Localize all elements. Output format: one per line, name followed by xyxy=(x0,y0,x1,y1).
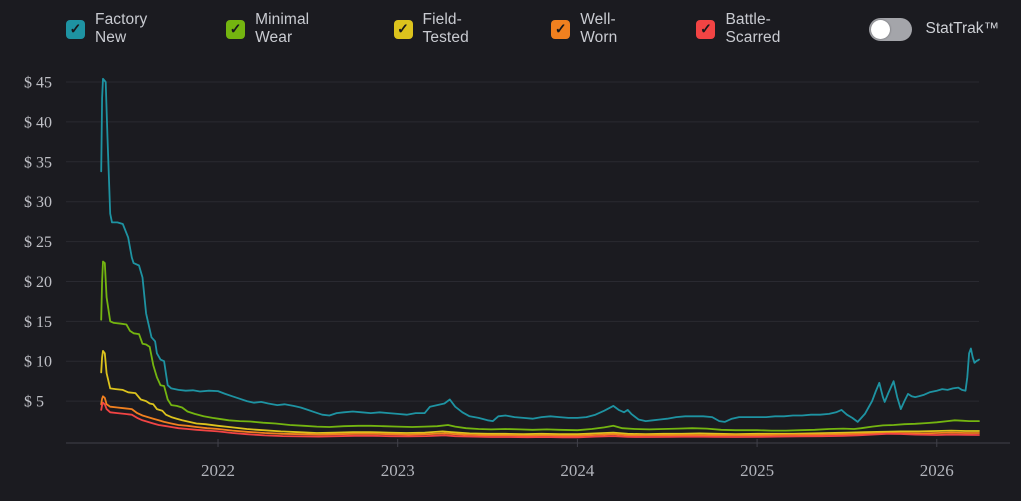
y-axis-tick-label: $ 20 xyxy=(24,274,52,291)
x-axis-tick-label: 2026 xyxy=(920,461,954,480)
check-icon: ✓ xyxy=(554,20,567,37)
series-line-factory-new xyxy=(100,77,980,423)
x-axis-tick-label: 2025 xyxy=(740,461,774,480)
legend-label: Minimal Wear xyxy=(255,11,310,46)
y-axis-tick-label: $ 40 xyxy=(24,114,52,131)
series-line-battle-scarred xyxy=(100,401,980,439)
legend-item-minimal-wear[interactable]: ✓ Minimal Wear xyxy=(226,11,346,47)
series-line-well-worn xyxy=(100,395,980,437)
x-axis-tick-label: 2022 xyxy=(201,461,235,480)
stattrak-control: StatTrak™ xyxy=(868,17,1000,41)
check-icon: ✓ xyxy=(700,20,712,37)
y-axis-tick-label: $ 25 xyxy=(24,234,52,251)
legend-item-factory-new[interactable]: ✓ Factory New xyxy=(66,11,179,47)
checkbox-well-worn[interactable]: ✓ xyxy=(551,19,571,39)
check-icon: ✓ xyxy=(69,20,82,37)
y-axis-tick-label: $ 15 xyxy=(24,314,52,331)
legend-label: Field-Tested xyxy=(422,11,469,46)
checkbox-factory-new[interactable]: ✓ xyxy=(66,19,85,39)
stattrak-label: StatTrak™ xyxy=(925,20,1000,37)
y-axis-tick-label: $ 10 xyxy=(24,354,52,371)
y-axis-tick-label: $ 30 xyxy=(24,194,52,211)
y-axis-tick-label: $ 35 xyxy=(24,154,52,171)
x-axis-tick-label: 2023 xyxy=(381,461,415,480)
legend-item-battle-scarred[interactable]: ✓ Battle-Scarred xyxy=(696,11,821,47)
check-icon: ✓ xyxy=(229,20,242,37)
checkbox-field-tested[interactable]: ✓ xyxy=(393,19,413,39)
toggle-knob-icon xyxy=(870,19,890,39)
legend-item-well-worn[interactable]: ✓ Well-Worn xyxy=(551,11,649,47)
stattrak-toggle[interactable] xyxy=(868,17,912,41)
wear-legend: ✓ Factory New ✓ Minimal Wear ✓ Field-Tes… xyxy=(0,0,1021,58)
legend-label: Well-Worn xyxy=(580,11,618,46)
checkbox-battle-scarred[interactable]: ✓ xyxy=(696,19,716,39)
y-axis-tick-label: $ 5 xyxy=(24,394,44,411)
legend-label: Factory New xyxy=(95,11,148,46)
series-line-field-tested xyxy=(100,349,980,436)
legend-label: Battle-Scarred xyxy=(725,11,781,46)
series-line-minimal-wear xyxy=(100,260,980,432)
legend-item-field-tested[interactable]: ✓ Field-Tested xyxy=(393,11,505,47)
check-icon: ✓ xyxy=(397,20,409,37)
y-axis-tick-label: $ 45 xyxy=(24,75,52,92)
checkbox-minimal-wear[interactable]: ✓ xyxy=(226,19,246,39)
x-axis-tick-label: 2024 xyxy=(560,461,595,480)
